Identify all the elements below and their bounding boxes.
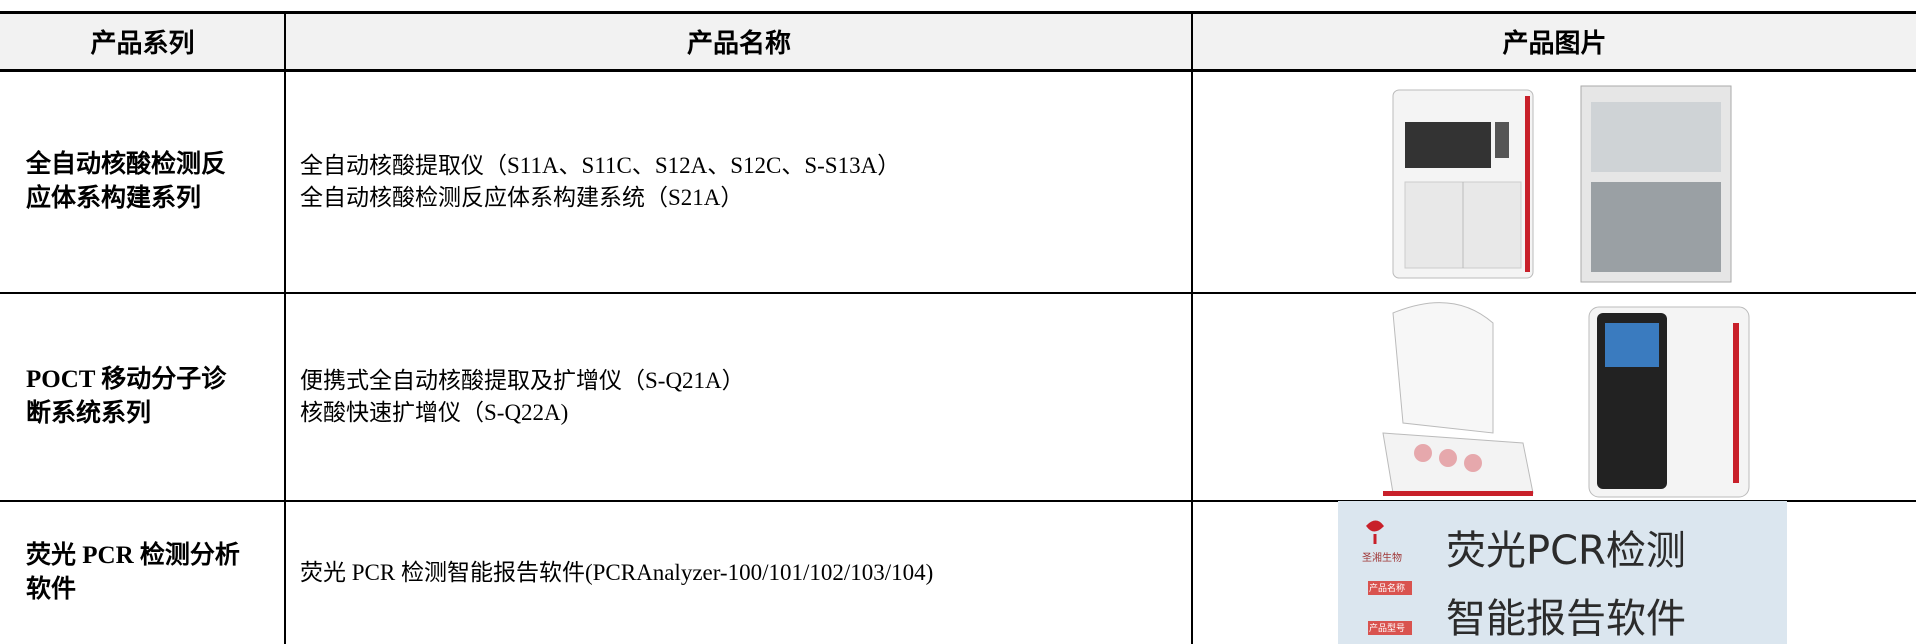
header-cell: 产品图片 [1502, 28, 1607, 58]
product-cell: 全自动核酸提取仪（S11A、S11C、S12A、S12C、S-S13A） 全自动核… [300, 72, 1180, 292]
series-cell: POCT 移动分子诊 断系统系列 [26, 294, 276, 500]
product-cell: 便携式全自动核酸提取及扩增仪（S-Q21A） 核酸快速扩增仪（S-Q22A) [300, 294, 1180, 500]
series-cell: 荧光 PCR 检测分析 软件 [26, 502, 276, 644]
brand-name: 圣湘生物 [1362, 553, 1402, 564]
series-line: 应体系构建系列 [26, 185, 202, 212]
software-image [1338, 501, 1787, 644]
series-line: 软件 [26, 576, 77, 603]
tag-background [1368, 581, 1412, 595]
image-tag: 产品名称 [1369, 584, 1406, 594]
header-cell: 产品系列 [90, 28, 195, 58]
column-border [1191, 12, 1193, 644]
header-cell: 产品名称 [686, 28, 791, 58]
series-line: 断系统系列 [26, 400, 152, 427]
tag-background [1368, 621, 1412, 635]
product-name: 全自动核酸提取仪（S11A、S11C、S12A、S12C、S-S13A） [300, 153, 901, 178]
series-line: 荧光 PCR 检测分析 [26, 542, 240, 569]
series-cell: 全自动核酸检测反 应体系构建系列 [26, 72, 276, 292]
instrument-image [1392, 85, 1732, 283]
logo [1366, 520, 1384, 544]
series-line: 全自动核酸检测反 [26, 151, 227, 178]
product-cell: 荧光 PCR 检测智能报告软件(PCRAnalyzer-100/101/102/… [300, 502, 1180, 644]
instrument-image [1382, 302, 1750, 498]
header-background [0, 12, 1916, 70]
header-bottom-border [0, 69, 1916, 72]
product-name: 荧光 PCR 检测智能报告软件(PCRAnalyzer-100/101/102/… [300, 560, 934, 585]
row-border [0, 292, 1916, 294]
image-tag: 产品型号 [1369, 624, 1406, 634]
product-name: 核酸快速扩增仪（S-Q22A) [300, 400, 569, 425]
image-title: 智能报告软件 [1446, 596, 1686, 642]
product-name: 全自动核酸检测反应体系构建系统（S21A） [300, 185, 744, 210]
row-border [0, 500, 1916, 502]
series-line: POCT 移动分子诊 [26, 366, 227, 393]
table-top-border [0, 11, 1916, 14]
product-images [1338, 85, 1787, 644]
product-name: 便携式全自动核酸提取及扩增仪（S-Q21A） [300, 368, 745, 393]
column-border [284, 12, 286, 644]
image-title: 荧光PCR检测 [1446, 528, 1686, 574]
